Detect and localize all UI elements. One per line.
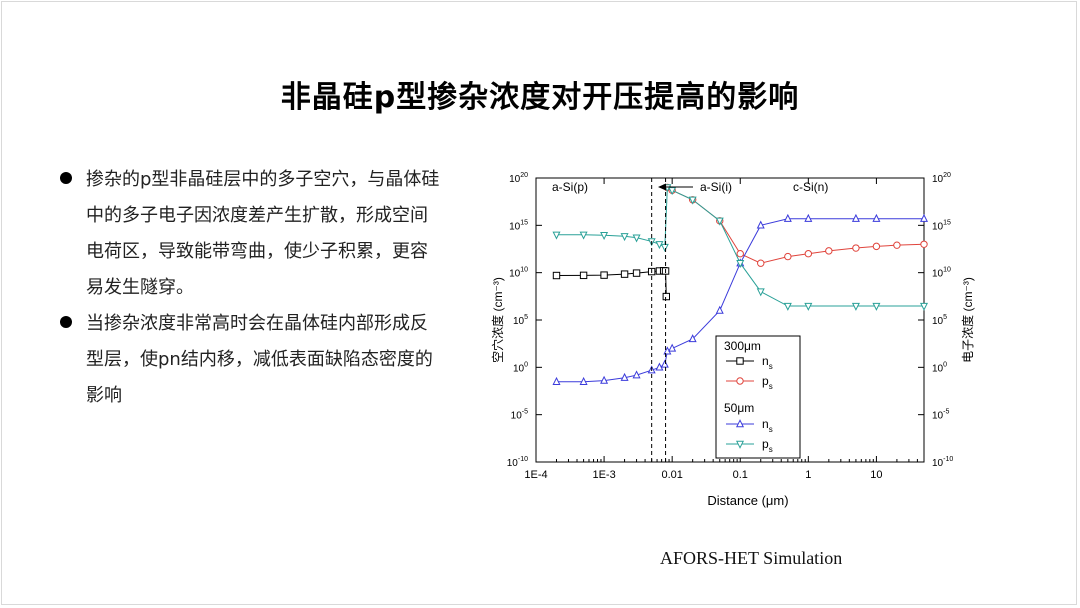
arrow-head-icon [658,183,666,191]
slide-title: 非晶硅p型掺杂浓度对开压提高的影响 [280,80,800,115]
data-point-triangle-up [872,213,881,222]
data-point-triangle-up [715,305,724,314]
concentration-chart: 1E-4 1E-3 0.01 0.1 1 10 10-10 10-10 10-5 10-5 100 1… [490,172,975,508]
y-tick-label-right: 10-10 [932,456,953,469]
data-point-triangle-up [919,213,929,222]
data-point-circle [893,241,901,249]
data-point-triangle-down [919,302,929,311]
data-point-triangle-up [783,213,792,222]
data-point-square [552,271,561,280]
data-point-triangle-down [632,234,641,243]
x-tick-label: 0.01 [661,469,682,481]
y-axis-label-left: 空穴浓度 (cm⁻³) [490,277,505,363]
data-point-triangle-down [851,302,860,311]
data-point-triangle-up [660,359,669,368]
x-axis-label: Distance (μm) [707,493,788,508]
bullet-text: 当掺杂浓度非常高时会在晶体硅内部形成反型层，使pn结内移，减低表面缺陷态密度的影… [86,313,433,406]
data-point-circle [757,259,765,267]
data-point-square [600,271,608,279]
x-tick-label: 1 [805,469,811,481]
data-point-triangle-down [660,243,669,252]
y-tick-label-right: 1020 [932,172,951,185]
y-tick-label-right: 1015 [932,219,951,232]
legend-label: ps [762,437,773,454]
data-point-circle [784,252,792,261]
data-point-triangle-down [600,232,609,241]
data-point-triangle-down [872,302,881,311]
bullet-dot-icon [60,172,72,184]
data-point-triangle-up [668,343,677,352]
data-point-triangle-up [735,419,745,428]
data-point-triangle-down [552,231,561,240]
bullet-item: 掺杂的p型非晶硅层中的多子空穴，与晶体硅中的多子电子因浓度差产生扩散，形成空间电… [60,162,440,306]
data-point-triangle-up [620,372,629,381]
data-point-square [662,292,670,301]
y-tick-label-right: 1010 [932,267,951,280]
data-point-circle [736,250,744,258]
data-point-triangle-down [620,233,629,242]
data-point-triangle-down [579,231,588,240]
y-tick-label-right: 100 [932,361,947,374]
legend-label: ns [762,354,773,371]
data-point-triangle-up [804,213,813,222]
data-point-triangle-up [756,220,765,229]
region-label-c-si-n: c-Si(n) [793,180,828,194]
legend-label: ps [762,374,773,391]
data-point-triangle-down [688,196,697,205]
bullet-item: 当掺杂浓度非常高时会在晶体硅内部形成反型层，使pn结内移，减低表面缺陷态密度的影… [60,306,440,414]
simulation-caption: AFORS-HET Simulation [660,548,843,568]
data-point-circle [852,244,860,252]
legend-label: ns [762,417,773,434]
data-point-triangle-up [632,370,641,379]
bullet-text: 掺杂的p型非晶硅层中的多子空穴，与晶体硅中的多子电子因浓度差产生扩散，形成空间电… [86,169,440,298]
data-point-circle [872,242,881,251]
bullet-dot-icon [60,316,72,328]
y-tick-label-right: 10-5 [932,409,949,422]
data-point-triangle-up [552,376,561,385]
x-tick-label: 10 [870,469,882,481]
data-point-square [620,270,629,278]
data-point-square [736,357,744,365]
data-point-circle [736,377,744,385]
data-point-triangle-down [715,217,724,226]
data-point-triangle-down [668,187,677,196]
y-tick-label-left: 100 [513,361,528,374]
data-point-triangle-up [851,213,860,222]
data-point-triangle-up [579,376,588,385]
data-point-triangle-up [688,334,697,343]
y-tick-label-left: 1015 [509,219,528,232]
data-point-triangle-down [735,440,745,449]
x-tick-label: 1E-4 [524,469,547,481]
data-point-triangle-down [783,302,792,311]
data-point-circle [804,250,813,258]
x-tick-label: 1E-3 [592,469,615,481]
x-tick-label: 0.1 [733,469,748,481]
data-point-triangle-up [655,362,664,371]
data-point-square [632,269,641,277]
bullet-list: 掺杂的p型非晶硅层中的多子空穴，与晶体硅中的多子电子因浓度差产生扩散，形成空间电… [60,162,440,414]
y-tick-label-left: 1020 [509,172,528,185]
legend: 300μm ns ps ns ps 50μm [715,335,801,459]
region-label-a-si-i: a-Si(i) [700,180,732,194]
y-tick-label-left: 10-10 [507,456,528,469]
y-tick-label-right: 105 [932,314,947,327]
data-point-triangle-down [756,288,765,297]
series-line [667,187,925,264]
y-tick-label-left: 10-5 [511,409,528,422]
data-point-triangle-down [655,241,664,250]
legend-box [715,335,801,459]
data-point-triangle-up [600,375,609,384]
y-tick-label-left: 1010 [509,267,528,280]
y-axis-label-right: 电子浓度 (cm⁻³) [960,277,975,363]
legend-group-300um: 300μm [724,339,761,353]
data-point-triangle-down [804,302,813,311]
data-point-square [579,271,588,280]
data-point-circle [920,240,928,248]
data-point-triangle-down [736,260,745,269]
legend-group-50um: 50μm [724,401,754,415]
data-point-circle [825,247,833,255]
y-tick-label-left: 105 [513,314,528,327]
region-label-a-si-p: a-Si(p) [552,180,588,194]
